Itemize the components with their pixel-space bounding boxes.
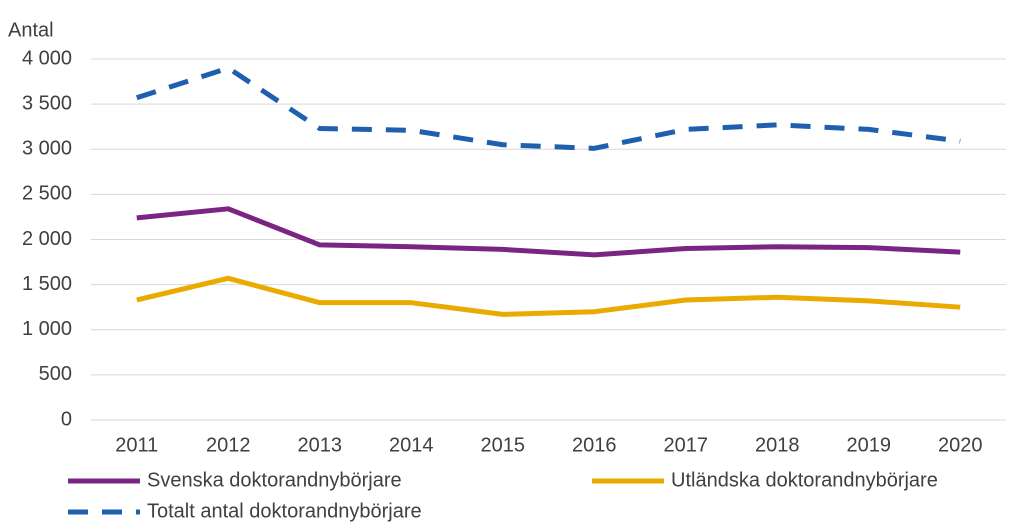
x-tick-label: 2012 [206,434,251,456]
y-tick-label: 3 000 [22,138,72,160]
x-tick-label: 2013 [298,434,343,456]
x-tick-label: 2020 [938,434,983,456]
legend-label: Utländska doktorandnybörjare [671,469,938,491]
line-series [136,206,961,258]
line-series [136,275,961,317]
x-tick-label: 2017 [664,434,709,456]
legend-label: Svenska doktorandnybörjare [147,469,402,491]
x-tick-label: 2016 [572,434,617,456]
x-tick-label: 2015 [481,434,526,456]
legend-label: Totalt antal doktorandnybörjare [147,500,422,522]
y-tick-label: 4 000 [22,47,72,69]
y-tick-label: 500 [39,363,72,385]
x-tick-label: 2011 [115,434,158,456]
y-tick-label: 1 500 [22,273,72,295]
x-tick-label: 2014 [389,434,434,456]
y-tick-label: 2 000 [22,228,72,250]
line-series [135,65,961,151]
y-tick-label: 1 000 [22,318,72,340]
y-axis-label: Antal [8,19,54,41]
x-tick-label: 2019 [847,434,892,456]
x-tick-label: 2018 [755,434,800,456]
y-tick-label: 0 [61,408,72,430]
y-tick-label: 2 500 [22,183,72,205]
y-tick-label: 3 500 [22,92,72,114]
